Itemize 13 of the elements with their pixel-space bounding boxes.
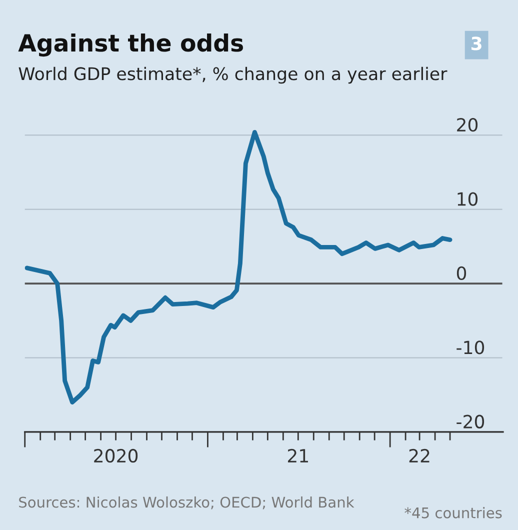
x-tick-label: 22	[409, 448, 430, 462]
x-tick-label: 21	[288, 448, 308, 462]
text: *45 countries	[404, 507, 502, 518]
x-tick-label: 2020	[94, 448, 138, 463]
y-tick-label: 0	[456, 266, 466, 280]
chart-title: Against the odds	[18, 34, 243, 57]
y-tick-label: -20	[456, 414, 484, 428]
y-tick-label: 10	[458, 192, 478, 206]
source-note: Sources: Nicolas Woloszko; OECD; World Bank	[19, 496, 354, 510]
text: 3	[471, 36, 482, 50]
y-tick-label: -10	[456, 340, 484, 354]
y-tick-label: 20	[457, 118, 478, 132]
chart-subtitle: World GDP estimate*, % change on a year earlier	[18, 66, 448, 84]
